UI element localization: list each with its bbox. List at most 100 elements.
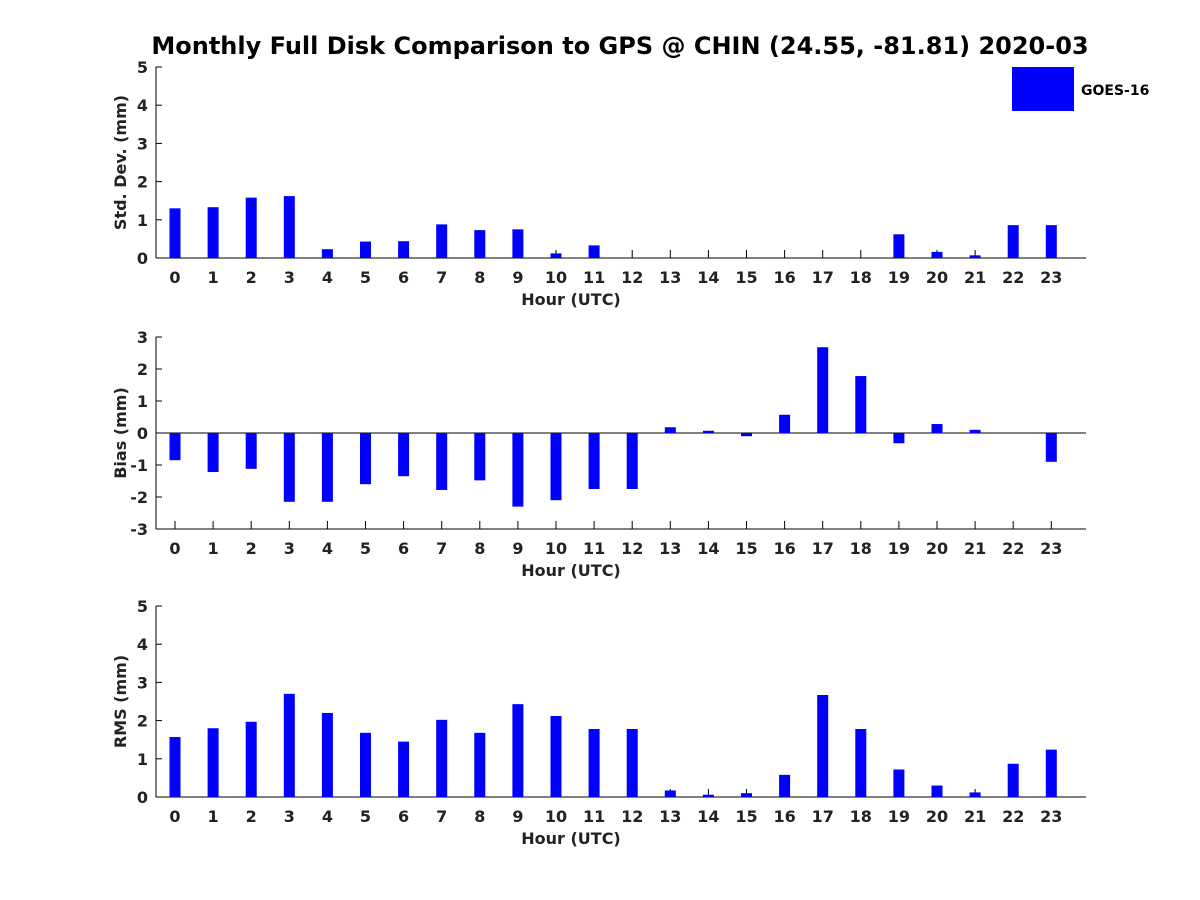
y-tick-label: 5	[137, 597, 148, 616]
bar-hour-17	[817, 695, 829, 797]
y-tick-label: -1	[130, 456, 148, 475]
x-tick-label: 15	[735, 539, 757, 558]
bar-hour-21	[969, 255, 981, 258]
x-tick-label: 0	[169, 539, 180, 558]
bar-hour-20	[931, 251, 943, 258]
x-tick-label: 14	[697, 807, 719, 826]
x-axis-label: Hour (UTC)	[521, 829, 621, 848]
bar-hour-23	[1045, 749, 1057, 797]
bar-hour-11	[588, 433, 600, 489]
x-tick-label: 10	[545, 268, 567, 287]
bar-hour-20	[931, 424, 943, 433]
bar-hour-2	[245, 433, 257, 469]
bar-hour-19	[893, 433, 905, 444]
x-tick-label: 23	[1040, 807, 1062, 826]
bar-hour-15	[741, 793, 752, 797]
bar-hour-7	[436, 433, 448, 490]
x-tick-label: 6	[398, 539, 409, 558]
legend: GOES-16	[1012, 67, 1149, 111]
x-tick-label: 8	[474, 268, 485, 287]
bar-hour-12	[626, 433, 638, 489]
y-tick-label: 2	[137, 712, 148, 731]
bar-hour-19	[893, 234, 905, 258]
x-tick-label: 13	[659, 268, 681, 287]
legend-swatch	[1012, 67, 1074, 111]
bar-hour-21	[969, 792, 981, 797]
x-tick-label: 5	[360, 807, 371, 826]
bar-hour-1	[207, 728, 219, 797]
y-tick-label: 3	[137, 134, 148, 153]
bar-hour-6	[398, 741, 410, 797]
x-tick-label: 16	[773, 539, 795, 558]
bar-hour-23	[1045, 433, 1057, 462]
x-tick-label: 10	[545, 807, 567, 826]
x-tick-label: 21	[964, 268, 986, 287]
x-tick-label: 14	[697, 268, 719, 287]
x-tick-label: 13	[659, 807, 681, 826]
x-tick-label: 21	[964, 807, 986, 826]
x-tick-label: 2	[246, 807, 257, 826]
x-tick-label: 15	[735, 268, 757, 287]
y-axis-label: RMS (mm)	[111, 655, 130, 748]
x-tick-label: 18	[850, 807, 872, 826]
x-tick-label: 16	[773, 268, 795, 287]
x-tick-label: 0	[169, 807, 180, 826]
bar-hour-7	[436, 224, 448, 258]
bar-hour-3	[283, 693, 295, 797]
bar-hour-9	[512, 433, 524, 507]
x-tick-label: 3	[284, 807, 295, 826]
bar-hour-8	[474, 732, 486, 797]
y-tick-label: 3	[137, 328, 148, 347]
bar-hour-1	[207, 433, 219, 473]
bar-hour-9	[512, 229, 524, 258]
y-tick-label: 2	[137, 173, 148, 192]
x-tick-label: 6	[398, 807, 409, 826]
bar-hour-3	[283, 433, 295, 502]
x-tick-label: 3	[284, 268, 295, 287]
bar-hour-20	[931, 785, 943, 797]
bar-hour-2	[245, 197, 257, 258]
x-tick-label: 3	[284, 539, 295, 558]
x-tick-label: 9	[512, 539, 523, 558]
x-tick-label: 2	[246, 268, 257, 287]
bar-hour-3	[283, 196, 295, 258]
x-tick-label: 14	[697, 539, 719, 558]
y-tick-label: 5	[137, 58, 148, 77]
x-tick-label: 1	[208, 539, 219, 558]
bar-hour-16	[779, 774, 791, 797]
bar-hour-16	[779, 414, 791, 433]
x-tick-label: 15	[735, 807, 757, 826]
x-tick-label: 6	[398, 268, 409, 287]
x-tick-label: 13	[659, 539, 681, 558]
x-tick-label: 5	[360, 539, 371, 558]
y-tick-label: 1	[137, 211, 148, 230]
x-axis-label: Hour (UTC)	[521, 290, 621, 309]
x-tick-label: 12	[621, 807, 643, 826]
bar-hour-9	[512, 704, 524, 797]
bar-hour-4	[321, 249, 333, 258]
legend-label: GOES-16	[1081, 83, 1149, 99]
y-tick-label: 0	[137, 424, 148, 443]
x-tick-label: 1	[208, 268, 219, 287]
x-tick-label: 7	[436, 539, 447, 558]
bar-hour-21	[969, 429, 981, 433]
x-tick-label: 16	[773, 807, 795, 826]
bar-hour-8	[474, 433, 486, 481]
x-tick-label: 22	[1002, 807, 1024, 826]
bar-hour-8	[474, 230, 486, 258]
x-tick-label: 4	[322, 807, 333, 826]
x-tick-label: 5	[360, 268, 371, 287]
x-tick-label: 8	[474, 539, 485, 558]
x-tick-label: 4	[322, 539, 333, 558]
y-tick-label: 2	[137, 360, 148, 379]
bar-hour-12	[626, 729, 638, 797]
x-tick-label: 19	[888, 539, 910, 558]
y-tick-label: 4	[137, 635, 148, 654]
bar-hour-14	[702, 794, 714, 797]
x-axis-label: Hour (UTC)	[521, 561, 621, 580]
bar-hour-0	[169, 737, 181, 797]
y-tick-label: -3	[130, 520, 148, 539]
